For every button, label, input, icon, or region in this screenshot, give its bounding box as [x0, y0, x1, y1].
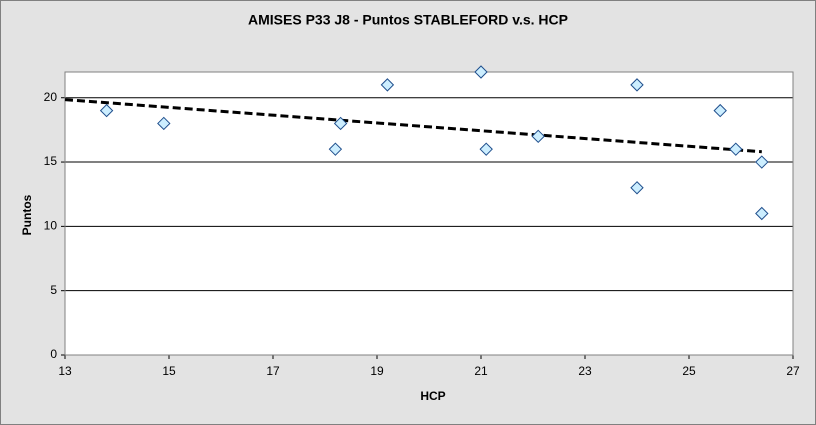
x-tick-label: 25: [682, 364, 696, 378]
point: [474, 65, 488, 79]
y-tick-label: 15: [44, 154, 58, 168]
point: [755, 206, 769, 221]
x-tick-label: 17: [266, 364, 280, 378]
x-tick-label: 27: [786, 364, 800, 378]
point: [328, 142, 343, 156]
point: [713, 103, 727, 118]
chart-title: AMISES P33 J8 - Puntos STABLEFORD v.s. H…: [248, 12, 568, 28]
point: [479, 142, 493, 156]
point: [729, 142, 743, 156]
y-tick-label: 20: [44, 90, 58, 104]
x-tick-label: 23: [578, 364, 592, 378]
x-tick-label: 13: [58, 364, 72, 378]
x-tick-label: 15: [162, 364, 176, 378]
point: [531, 129, 545, 144]
plot-border: [64, 71, 794, 356]
point: [755, 155, 769, 169]
y-tick-label: 0: [50, 347, 57, 361]
point: [157, 116, 171, 131]
y-tick-label: 10: [44, 219, 58, 233]
point: [333, 116, 348, 131]
trendline: [64, 98, 762, 154]
x-tick-label: 21: [474, 364, 488, 378]
point: [99, 103, 114, 118]
y-tick-label: 5: [50, 283, 57, 297]
point: [630, 78, 644, 92]
plot-area: [65, 72, 793, 355]
y-axis-title: Puntos: [20, 194, 34, 235]
point: [380, 78, 395, 92]
x-tick-label: 19: [370, 364, 384, 378]
point: [630, 181, 644, 195]
x-axis-title: HCP: [420, 389, 445, 403]
